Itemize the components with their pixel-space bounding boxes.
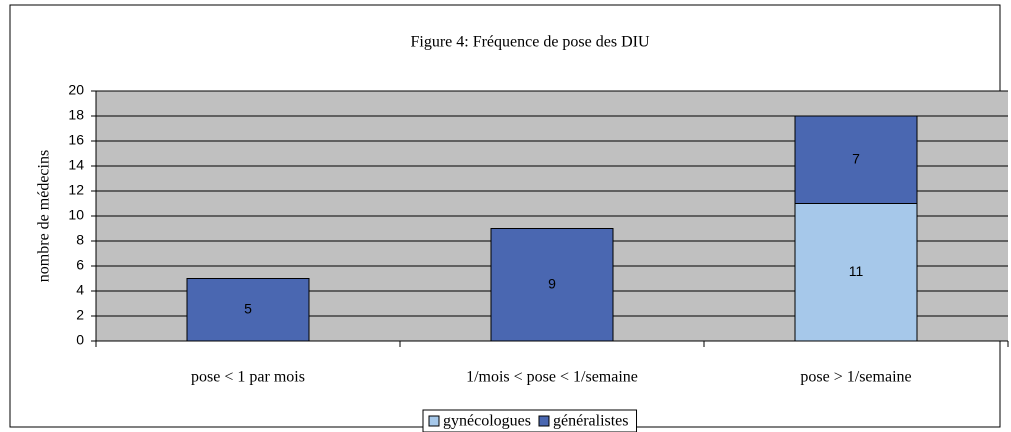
x-tick-label: 1/mois < pose < 1/semaine: [466, 369, 638, 386]
legend-swatch: [538, 415, 550, 427]
y-tick-label: 16: [68, 132, 84, 148]
x-tick-label: pose < 1 par mois: [191, 369, 305, 386]
legend-swatch: [428, 415, 440, 427]
data-label: 11: [849, 263, 864, 279]
legend-label: généralistes: [553, 413, 629, 430]
y-tick-label: 4: [76, 282, 84, 298]
x-tick-label: pose > 1/semaine: [800, 369, 911, 386]
data-label: 5: [244, 300, 252, 316]
y-tick-label: 0: [76, 332, 84, 348]
legend-label: gynécologues: [443, 413, 531, 430]
legend-box: [422, 409, 638, 432]
y-tick-label: 14: [68, 157, 84, 173]
y-tick-label: 18: [68, 107, 84, 123]
y-tick-label: 10: [68, 207, 84, 223]
bar-segment: [186, 278, 310, 342]
y-tick-label: 20: [68, 82, 84, 98]
bar-segment: [490, 228, 614, 342]
bar-segment: [794, 115, 918, 204]
data-label: 9: [548, 275, 556, 291]
y-axis-label: nombre de médecins: [36, 150, 53, 282]
y-tick-label: 6: [76, 257, 84, 273]
y-tick-label: 8: [76, 232, 84, 248]
chart-title: Figure 4: Fréquence de pose des DIU: [410, 34, 649, 51]
data-label: 7: [852, 150, 860, 166]
y-tick-label: 12: [68, 182, 84, 198]
y-tick-label: 2: [76, 307, 84, 323]
